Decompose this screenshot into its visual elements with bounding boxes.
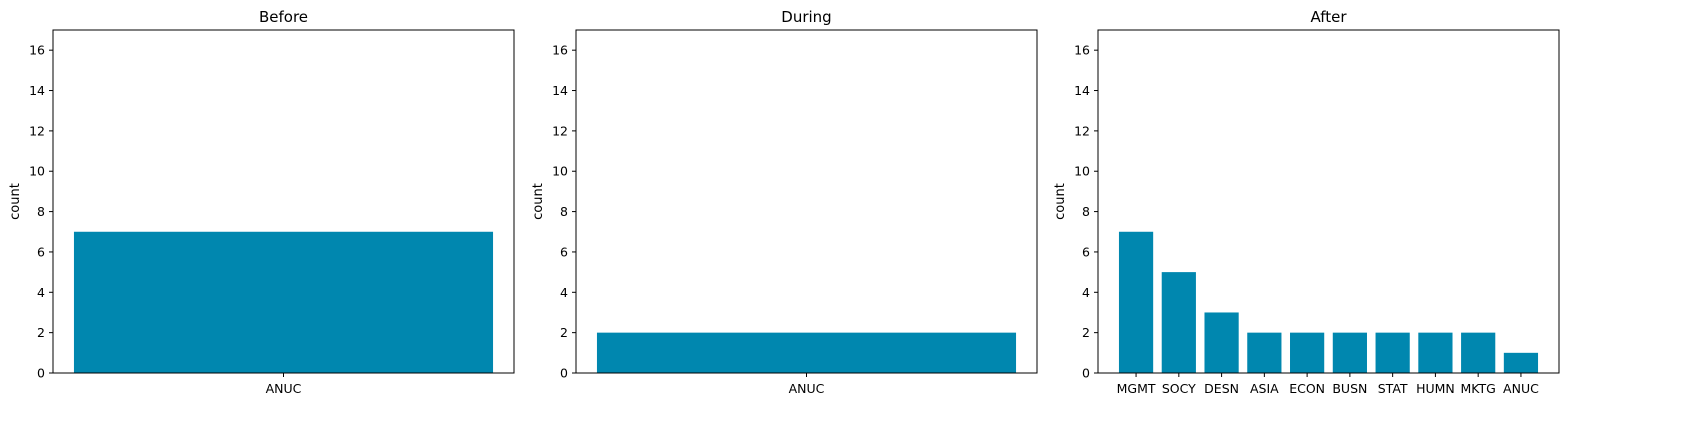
y-tick-label: 14: [29, 83, 45, 98]
y-tick-label: 0: [560, 366, 568, 381]
y-tick-label: 4: [1082, 285, 1090, 300]
panel-before: Before count 0 2 4 6 8 10 12 14 16 ANUC: [8, 8, 515, 396]
y-tick-label: 2: [1082, 325, 1090, 340]
y-tick-label: 10: [1074, 164, 1090, 179]
panel-title: Before: [259, 8, 308, 26]
y-tick-label: 8: [560, 204, 568, 219]
y-tick-label: 14: [552, 83, 568, 98]
bar-anuc: [596, 332, 1017, 373]
y-tick-label: 0: [37, 366, 45, 381]
bar-humn: [1418, 332, 1453, 373]
y-tick-label: 12: [552, 123, 568, 138]
x-tick-label: MKTG: [1461, 381, 1496, 396]
x-tick-label: ANUC: [1503, 381, 1539, 396]
bar-mgmt: [1118, 231, 1154, 373]
bar-asia: [1247, 332, 1282, 373]
x-tick-label: ASIA: [1250, 381, 1279, 396]
panel-title: During: [781, 8, 831, 26]
y-axis-label: count: [1053, 183, 1068, 220]
bar-busn: [1332, 332, 1367, 373]
y-tick-label: 14: [1074, 83, 1090, 98]
x-tick-label: ANUC: [789, 381, 825, 396]
y-tick-label: 6: [1082, 244, 1090, 259]
x-tick-label: DESN: [1204, 381, 1239, 396]
y-tick-label: 16: [29, 43, 45, 58]
panel-title: After: [1310, 8, 1347, 26]
y-tick-label: 16: [1074, 43, 1090, 58]
x-tick-label: MGMT: [1117, 381, 1156, 396]
y-tick-label: 8: [37, 204, 45, 219]
y-tick-label: 4: [560, 285, 568, 300]
y-axis-label: count: [531, 183, 546, 220]
panel-during: During count 0 2 4 6 8 10 12 14 16 ANUC: [531, 8, 1038, 396]
y-tick-label: 6: [560, 244, 568, 259]
y-tick-label: 4: [37, 285, 45, 300]
bar-stat: [1375, 332, 1410, 373]
bar-anuc: [1503, 352, 1539, 373]
y-tick-label: 8: [1082, 204, 1090, 219]
bar-anuc: [73, 231, 494, 373]
y-axis-label: count: [8, 183, 23, 220]
axes-frame: [52, 29, 515, 374]
bar-socy: [1161, 272, 1196, 373]
y-tick-label: 16: [552, 43, 568, 58]
bar-econ: [1290, 332, 1325, 373]
x-tick-label: SOCY: [1162, 381, 1196, 396]
axes-frame: [1097, 29, 1560, 374]
y-tick-label: 2: [560, 325, 568, 340]
y-tick-label: 12: [29, 123, 45, 138]
bar-mktg: [1461, 332, 1496, 373]
axes-frame: [575, 29, 1038, 374]
y-tick-label: 12: [1074, 123, 1090, 138]
y-tick-label: 10: [29, 164, 45, 179]
y-tick-label: 0: [1082, 366, 1090, 381]
panel-after: After count 0 2 4 6 8 10 12 14 16 MGMT SOCY DESN ASIA E…: [1053, 8, 1560, 396]
x-tick-label: BUSN: [1332, 381, 1367, 396]
x-tick-label: STAT: [1378, 381, 1408, 396]
y-tick-label: 2: [37, 325, 45, 340]
x-tick-label: HUMN: [1416, 381, 1455, 396]
y-tick-label: 10: [552, 164, 568, 179]
x-tick-label: ECON: [1289, 381, 1325, 396]
x-tick-label: ANUC: [266, 381, 302, 396]
y-tick-label: 6: [37, 244, 45, 259]
bar-desn: [1204, 312, 1239, 373]
